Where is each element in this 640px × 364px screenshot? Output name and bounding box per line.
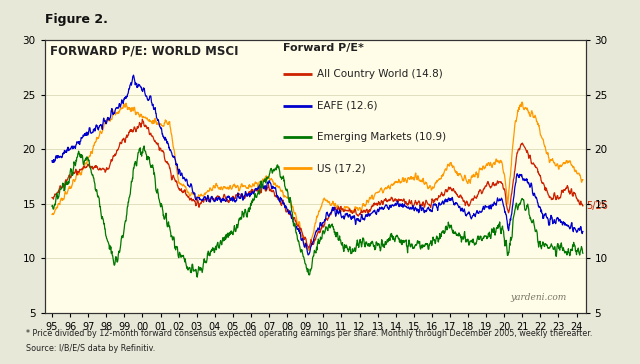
Text: EAFE (12.6): EAFE (12.6) [317,100,378,111]
Text: yardeni.com: yardeni.com [511,293,566,302]
Text: Source: I/B/E/S data by Refinitiv.: Source: I/B/E/S data by Refinitiv. [26,344,155,353]
Text: * Price divided by 12-month forward consensus expected operating earnings per sh: * Price divided by 12-month forward cons… [26,329,592,339]
Text: Forward P/E*: Forward P/E* [283,43,364,53]
Text: US (17.2): US (17.2) [317,163,365,173]
Text: 5/26: 5/26 [587,201,609,211]
Text: All Country World (14.8): All Country World (14.8) [317,69,443,79]
Text: Figure 2.: Figure 2. [45,13,108,26]
Text: Emerging Markets (10.9): Emerging Markets (10.9) [317,132,446,142]
Text: FORWARD P/E: WORLD MSCI: FORWARD P/E: WORLD MSCI [50,44,239,57]
